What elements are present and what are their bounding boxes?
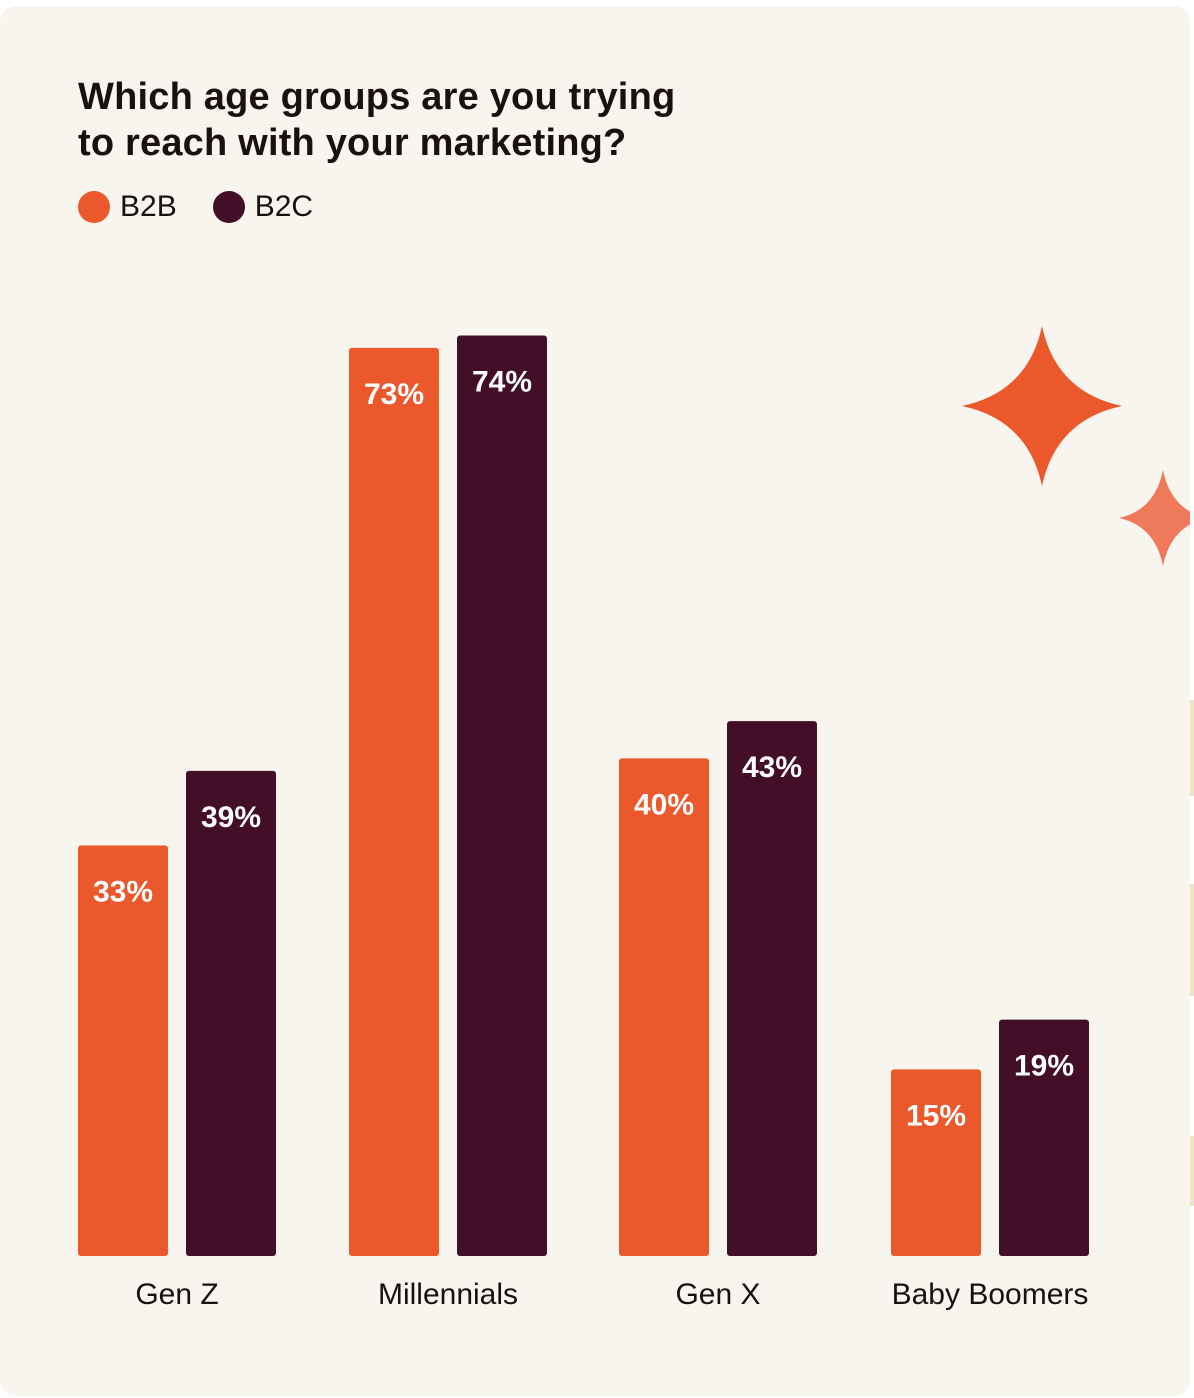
bar-value-label: 15%	[906, 1099, 966, 1132]
category-label-gen-x: Gen X	[675, 1278, 760, 1311]
legend-item-b2b: B2B	[78, 190, 177, 224]
chart-title-line-2: to reach with your marketing?	[78, 122, 627, 164]
legend-label-b2c: B2C	[254, 190, 314, 223]
edge-tab	[1190, 884, 1194, 996]
edge-tab	[1190, 700, 1194, 796]
legend-swatch-b2c	[212, 191, 245, 223]
bar-b2c-gen-z	[186, 770, 276, 1256]
legend-label-b2b: B2B	[120, 190, 177, 223]
bar-b2b-gen-x	[619, 758, 709, 1256]
sparkles	[962, 326, 1190, 566]
bar-b2b-gen-z	[78, 845, 168, 1256]
category-labels: Gen Z Millennials Gen X Baby Boomers	[135, 1278, 1088, 1311]
bar-chart: 33% 39% 73% 74% 40% 43% 15% 19% Gen Z Millennial…	[78, 326, 1190, 1311]
sparkle-icon	[962, 326, 1122, 486]
category-label-baby-boomers: Baby Boomers	[892, 1278, 1089, 1311]
bar-value-label: 74%	[472, 365, 532, 398]
bar-b2c-baby-boomers	[999, 1019, 1089, 1256]
bar-b2b-millennials	[349, 347, 439, 1256]
sparkle-icon	[1119, 470, 1190, 566]
legend-item-b2c: B2C	[212, 190, 314, 224]
category-label-millennials: Millennials	[378, 1278, 518, 1311]
bar-value-label: 40%	[634, 788, 694, 821]
bars: 33% 39% 73% 74% 40% 43% 15% 19%	[78, 335, 1089, 1256]
chart-card: Which age groups are you trying to reach…	[0, 6, 1190, 1396]
bar-value-label: 39%	[201, 801, 261, 834]
edge-tab	[1190, 1136, 1194, 1206]
bar-value-label: 33%	[93, 875, 153, 908]
category-label-gen-z: Gen Z	[135, 1278, 218, 1311]
legend-swatch-b2b	[78, 191, 110, 223]
bar-value-label: 43%	[742, 751, 802, 784]
bar-b2c-millennials	[457, 335, 547, 1256]
bar-value-label: 73%	[364, 378, 424, 411]
bar-b2c-gen-x	[727, 721, 817, 1256]
chart-title-line-1: Which age groups are you trying	[78, 76, 676, 118]
chart-title: Which age groups are you trying to reach…	[78, 74, 798, 166]
legend: B2B B2C	[78, 190, 349, 224]
bar-value-label: 19%	[1014, 1050, 1074, 1083]
bar-b2b-baby-boomers	[891, 1069, 981, 1256]
